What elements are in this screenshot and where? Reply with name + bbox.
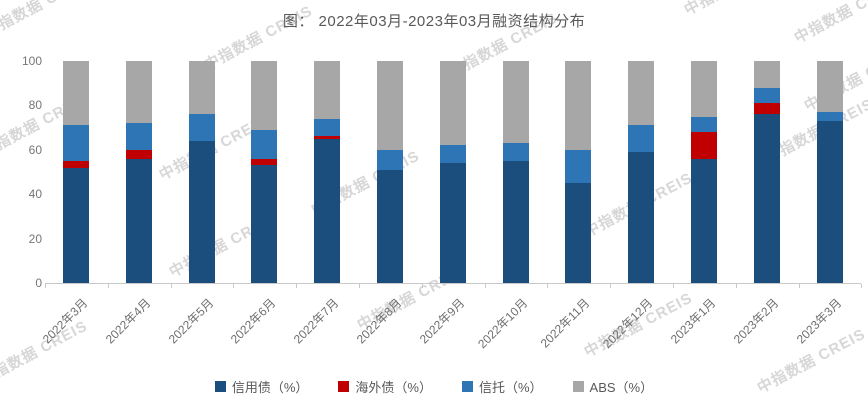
bar-segment [63, 167, 89, 283]
legend-label: 海外债（%） [355, 380, 432, 395]
x-tick [673, 284, 674, 288]
bar-segment [377, 149, 403, 170]
bar-segment [691, 116, 717, 133]
bar-column [628, 61, 655, 283]
bar-segment [314, 138, 341, 283]
bar-segment [63, 61, 89, 126]
legend-swatch [338, 381, 350, 392]
bar-segment [565, 149, 592, 184]
legend-item: 信用债（%） [214, 377, 309, 396]
legend-swatch [461, 381, 473, 392]
bar-segment [125, 123, 152, 150]
bar-segment [753, 103, 780, 115]
x-tick [735, 284, 737, 288]
bar-segment [691, 158, 717, 283]
y-axis-label: 60 [28, 142, 42, 157]
x-tick [233, 284, 235, 288]
bar-segment [502, 61, 529, 144]
bar-segment [816, 112, 843, 121]
bar-segment [188, 61, 215, 115]
legend: 信用债（%） 海外债（%） 信托（%） ABS（%） [0, 377, 868, 396]
bar-segment [628, 125, 655, 153]
x-tick [296, 284, 298, 288]
x-tick [107, 284, 109, 288]
bar-segment [502, 143, 529, 161]
legend-item: 信托（%） [461, 377, 543, 396]
x-tick [170, 284, 172, 288]
bar-column [565, 61, 592, 283]
bar-column [125, 61, 152, 283]
bar-column [251, 61, 278, 283]
bar-segment [691, 132, 717, 159]
x-tick [359, 284, 360, 288]
bar-segment [377, 169, 403, 283]
bar-segment [753, 87, 780, 104]
bar-segment [251, 165, 278, 283]
bar-segment [565, 61, 592, 150]
bar-segment [753, 114, 780, 283]
y-axis-label: 0 [35, 276, 42, 290]
bar-segment [63, 160, 89, 168]
x-tick [861, 284, 863, 288]
bar-segment [314, 136, 341, 139]
bar-segment [251, 158, 278, 166]
bar-column [188, 61, 215, 283]
bar-column [314, 61, 341, 283]
y-axis-label: 20 [28, 231, 42, 246]
bar-column [502, 61, 529, 283]
legend-item: ABS（%） [572, 377, 654, 396]
bar-column [816, 61, 843, 283]
x-tick [798, 284, 800, 288]
x-tick [45, 284, 46, 288]
bar-segment [439, 61, 466, 146]
bar-column [439, 61, 466, 283]
bar-segment [125, 158, 152, 283]
x-tick [484, 284, 486, 288]
bar-column [377, 61, 403, 283]
bar-segment [188, 114, 215, 141]
x-tick [547, 284, 549, 288]
bar-segment [816, 61, 843, 113]
bar-segment [314, 118, 341, 137]
bar-segment [502, 160, 529, 283]
legend-label: 信托（%） [478, 380, 543, 395]
bar-segment [691, 61, 717, 117]
bar-segment [251, 129, 278, 159]
bar-segment [565, 183, 592, 283]
bar-segment [377, 61, 403, 150]
bar-segment [628, 152, 655, 283]
bar-segment [188, 140, 215, 283]
bar-segment [439, 163, 466, 283]
x-tick [421, 284, 423, 288]
bar-segment [628, 61, 655, 126]
legend-item: 海外债（%） [338, 377, 432, 396]
legend-label: ABS（%） [589, 380, 654, 395]
y-axis-label: 80 [28, 98, 42, 113]
legend-swatch [214, 381, 226, 392]
bar-segment [125, 61, 152, 124]
bar-segment [125, 149, 152, 159]
bar-segment [314, 61, 341, 119]
bar-column [691, 61, 717, 283]
bar-segment [439, 145, 466, 164]
y-axis-label: 100 [21, 54, 42, 68]
bar-segment [251, 61, 278, 130]
bar-segment [816, 120, 843, 283]
y-axis-label: 40 [28, 187, 42, 202]
bar-segment [753, 61, 780, 88]
chart-title: 图： 2022年03月-2023年03月融资结构分布 [282, 13, 586, 30]
legend-swatch [572, 381, 584, 392]
bar-segment [63, 125, 89, 161]
legend-label: 信用债（%） [231, 380, 309, 395]
bar-column [63, 61, 89, 283]
x-axis-line [45, 283, 861, 284]
x-tick [610, 284, 612, 288]
bar-column [753, 61, 780, 283]
